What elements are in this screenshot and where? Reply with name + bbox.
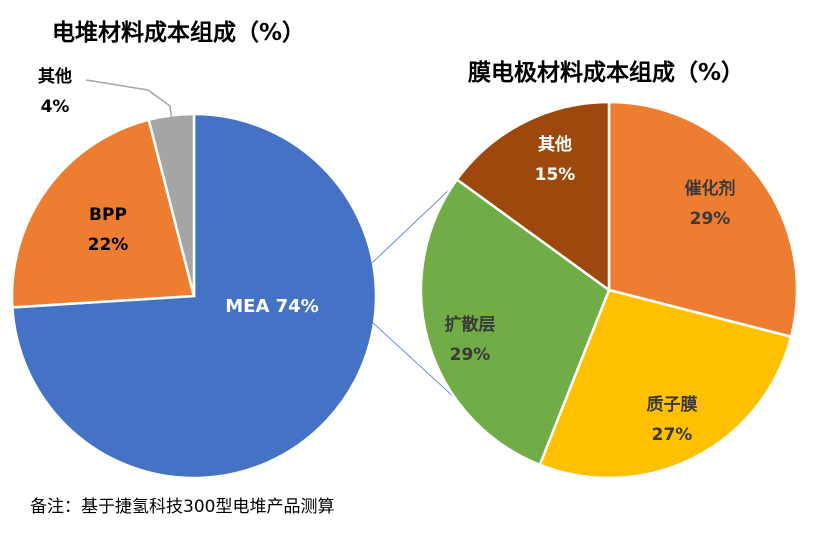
right-pie-value-3: 15% — [535, 165, 576, 185]
right-pie-chart — [419, 100, 799, 480]
left-chart-title: 电堆材料成本组成（%） — [52, 19, 305, 46]
right-pie-labels: 催化剂 29% 质子膜 27% 扩散层 29% 其他 15% — [445, 134, 736, 445]
right-pie-value-0: 29% — [690, 209, 731, 229]
right-pie-label-1: 质子膜 — [647, 394, 698, 415]
right-pie-label-3: 其他 — [538, 134, 572, 155]
right-pie-value-2: 29% — [450, 345, 491, 365]
left-pie-chart — [10, 112, 378, 480]
right-pie-label-0: 催化剂 — [685, 178, 736, 199]
left-pie-labels: MEA 74% BPP 22% 其他 4% — [38, 66, 319, 317]
right-pie-value-1: 27% — [652, 425, 693, 445]
right-chart-title: 膜电极材料成本组成（%） — [468, 59, 744, 86]
right-pie-slice-3 — [455, 100, 611, 293]
left-pie-slice-1 — [10, 118, 196, 309]
right-pie-slice-2 — [419, 177, 611, 467]
right-pie-label-2: 扩散层 — [445, 314, 496, 335]
footnote: 备注：基于捷氢科技300型电堆产品测算 — [30, 497, 334, 517]
left-pie-value-1: 22% — [88, 235, 129, 255]
left-pie-label-2: 其他 — [38, 66, 72, 87]
left-pie-label-0: MEA 74% — [225, 296, 319, 317]
right-pie-slice-0 — [607, 100, 799, 339]
right-pie-slice-1 — [538, 288, 793, 480]
leader-line-other — [85, 79, 173, 120]
left-pie-value-2: 4% — [41, 97, 70, 117]
left-pie-label-1: BPP — [89, 205, 127, 225]
